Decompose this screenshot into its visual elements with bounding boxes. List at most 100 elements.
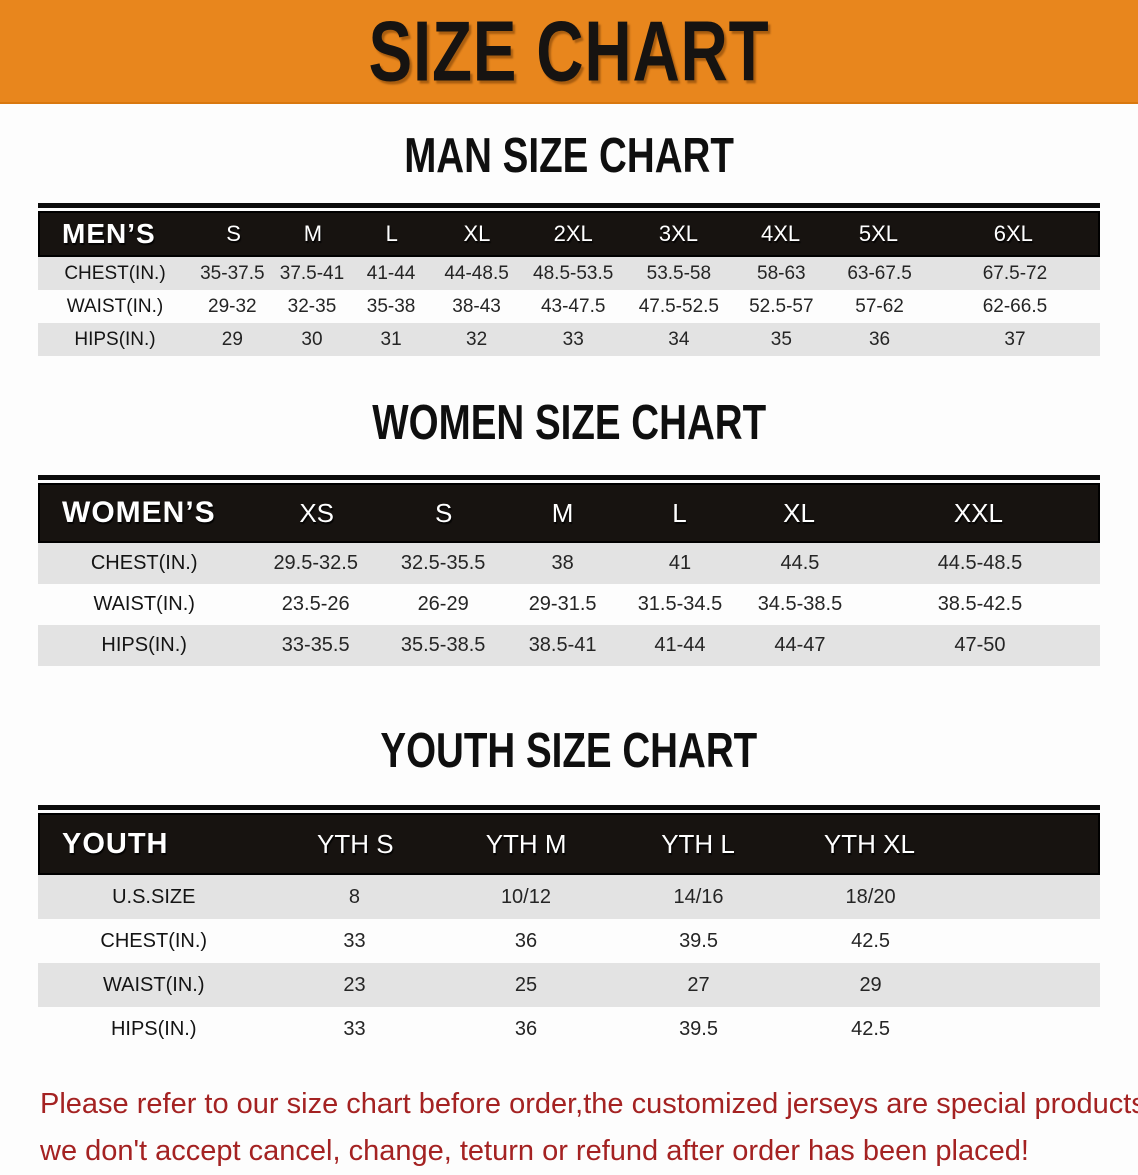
disclaimer-text: Please refer to our size chart before or… — [40, 1081, 1138, 1175]
measurement-cell: 57-62 — [855, 295, 904, 317]
measurement-cell: 44.5-48.5 — [937, 552, 1023, 574]
row-label-cell: CHEST(IN.) — [100, 929, 208, 952]
measurement-cell: 44-47 — [774, 634, 826, 656]
measurement-cell: 36 — [868, 328, 891, 350]
measurement-cell: 63-67.5 — [847, 262, 912, 284]
size-header-cell: 3XL — [658, 221, 699, 246]
table-row: U.S.SIZE 8 10/12 14/16 18/20 — [38, 875, 1100, 919]
measurement-cell: 43-47.5 — [540, 295, 606, 317]
measurement-cell: 14/16 — [673, 885, 724, 908]
measurement-cell: 62-66.5 — [982, 295, 1048, 317]
youth-size-table: YOUTH YTH S YTH M YTH L YTH XL U.S.SIZE 8 10/12… — [38, 805, 1100, 1051]
table-title-cell: MEN’S — [62, 218, 156, 249]
measurement-cell: 37 — [1004, 328, 1026, 350]
size-header-cell: XXL — [953, 497, 1003, 528]
table-row: WAIST(IN.) 23.5-26 26-29 29-31.5 31.5-34.5 34… — [38, 584, 1100, 625]
measurement-cell: 36 — [514, 1017, 538, 1040]
size-header-cell: YTH L — [661, 828, 735, 859]
measurement-cell: 31.5-34.5 — [637, 593, 723, 615]
measurement-cell: 30 — [301, 328, 323, 350]
disclaimer-line-2: we don't accept cancel, change, teturn o… — [40, 1134, 1029, 1167]
youth-size-section: YOUTH SIZE CHART YOUTH YTH S YTH M YTH L YTH… — [0, 725, 1138, 1051]
measurement-cell: 47.5-52.5 — [638, 295, 719, 317]
measurement-cell: 33 — [343, 929, 366, 952]
size-header-cell: S — [434, 497, 453, 528]
measurement-cell: 53.5-58 — [646, 262, 712, 284]
measurement-cell: 32.5-35.5 — [400, 552, 486, 574]
measurement-cell: 44-48.5 — [444, 262, 509, 284]
measurement-cell: 10/12 — [500, 885, 551, 908]
size-header-cell: YTH S — [316, 828, 394, 859]
row-label-cell: U.S.SIZE — [112, 885, 196, 908]
measurement-cell: 38 — [551, 552, 574, 574]
measurement-cell: 44.5 — [780, 552, 820, 574]
measurement-cell: 32-35 — [287, 295, 337, 317]
table-header-row: MEN’S S M L XL 2XL 3XL 4XL 5XL 6XL — [38, 211, 1100, 257]
measurement-cell: 35-38 — [366, 295, 416, 317]
size-header-cell: 4XL — [760, 221, 801, 246]
size-header-cell: XL — [463, 221, 491, 246]
measurement-cell: 34 — [668, 328, 690, 350]
measurement-cell: 35 — [770, 328, 792, 350]
measurement-cell: 34.5-38.5 — [757, 593, 843, 615]
measurement-cell: 29 — [859, 973, 882, 996]
men-size-section: MAN SIZE CHART MEN’S S M L XL 2XL 3XL 4XL 5XL 6XL… — [0, 130, 1138, 356]
table-row: WAIST(IN.) 29-32 32-35 35-38 38-43 43-47.5 47.… — [38, 290, 1100, 323]
row-label-cell: HIPS(IN.) — [110, 1017, 197, 1040]
measurement-cell: 58-63 — [757, 262, 806, 284]
measurement-cell: 52.5-57 — [749, 295, 814, 317]
size-header-cell: L — [385, 221, 398, 246]
measurement-cell: 67.5-72 — [982, 262, 1048, 284]
size-header-cell: YTH M — [485, 828, 567, 859]
measurement-cell: 39.5 — [679, 929, 718, 952]
measurement-cell: 38.5-41 — [528, 634, 597, 656]
table-header-row: YOUTH YTH S YTH M YTH L YTH XL — [38, 813, 1100, 875]
size-header-cell: 5XL — [858, 221, 898, 246]
measurement-cell: 23.5-26 — [281, 593, 350, 615]
row-label-cell: CHEST(IN.) — [90, 552, 198, 574]
measurement-cell: 33 — [343, 1017, 366, 1040]
measurement-cell: 38.5-42.5 — [937, 593, 1023, 615]
row-label-cell: CHEST(IN.) — [64, 262, 166, 284]
size-header-cell: M — [551, 497, 574, 528]
measurement-cell: 29-32 — [208, 295, 257, 317]
row-label-cell: HIPS(IN.) — [101, 634, 187, 656]
measurement-cell: 38-43 — [452, 295, 501, 317]
size-header-cell: 2XL — [553, 221, 593, 246]
measurement-cell: 41-44 — [654, 634, 706, 656]
banner-title: SIZE CHART — [368, 3, 770, 99]
measurement-cell: 26-29 — [417, 593, 469, 615]
size-header-cell: XL — [783, 497, 815, 528]
measurement-cell: 31 — [380, 328, 402, 350]
table-row: HIPS(IN.) 33-35.5 35.5-38.5 38.5-41 41-44 44-… — [38, 625, 1100, 666]
table-row: CHEST(IN.) 35-37.5 37.5-41 41-44 44-48.5 48.5… — [38, 257, 1100, 290]
measurement-cell: 25 — [514, 973, 538, 996]
row-label-cell: HIPS(IN.) — [74, 328, 156, 350]
measurement-cell: 48.5-53.5 — [533, 262, 614, 284]
measurement-cell: 18/20 — [845, 885, 896, 908]
table-row: CHEST(IN.) 29.5-32.5 32.5-35.5 38 41 44.5 44.5… — [38, 543, 1100, 584]
row-label-cell: WAIST(IN.) — [66, 295, 164, 317]
measurement-cell: 37.5-41 — [279, 262, 345, 284]
table-row: HIPS(IN.) 29 30 31 32 33 34 35 36 37 — [38, 323, 1100, 356]
size-header-cell: S — [226, 221, 241, 246]
measurement-cell: 41-44 — [366, 262, 416, 284]
measurement-cell: 33-35.5 — [281, 634, 350, 656]
disclaimer-line-1: Please refer to our size chart before or… — [40, 1088, 1138, 1120]
measurement-cell: 33 — [562, 328, 584, 350]
measurement-cell: 35.5-38.5 — [400, 634, 486, 656]
women-size-section: WOMEN SIZE CHART WOMEN’S XS S M L XL XXL CHEST(… — [0, 393, 1138, 666]
women-size-title: WOMEN SIZE CHART — [372, 393, 766, 450]
size-header-cell: M — [303, 221, 323, 246]
measurement-cell: 41 — [668, 552, 692, 574]
row-label-cell: WAIST(IN.) — [103, 973, 205, 996]
size-header-cell: XS — [299, 497, 334, 528]
measurement-cell: 36 — [514, 929, 538, 952]
measurement-cell: 29.5-32.5 — [273, 552, 358, 574]
table-header-row: WOMEN’S XS S M L XL XXL — [38, 483, 1100, 543]
table-row: WAIST(IN.) 23 25 27 29 — [38, 963, 1100, 1007]
measurement-cell: 29-31.5 — [528, 593, 597, 615]
table-row: CHEST(IN.) 33 36 39.5 42.5 — [38, 919, 1100, 963]
measurement-cell: 29 — [221, 328, 243, 350]
measurement-cell: 32 — [466, 328, 488, 350]
